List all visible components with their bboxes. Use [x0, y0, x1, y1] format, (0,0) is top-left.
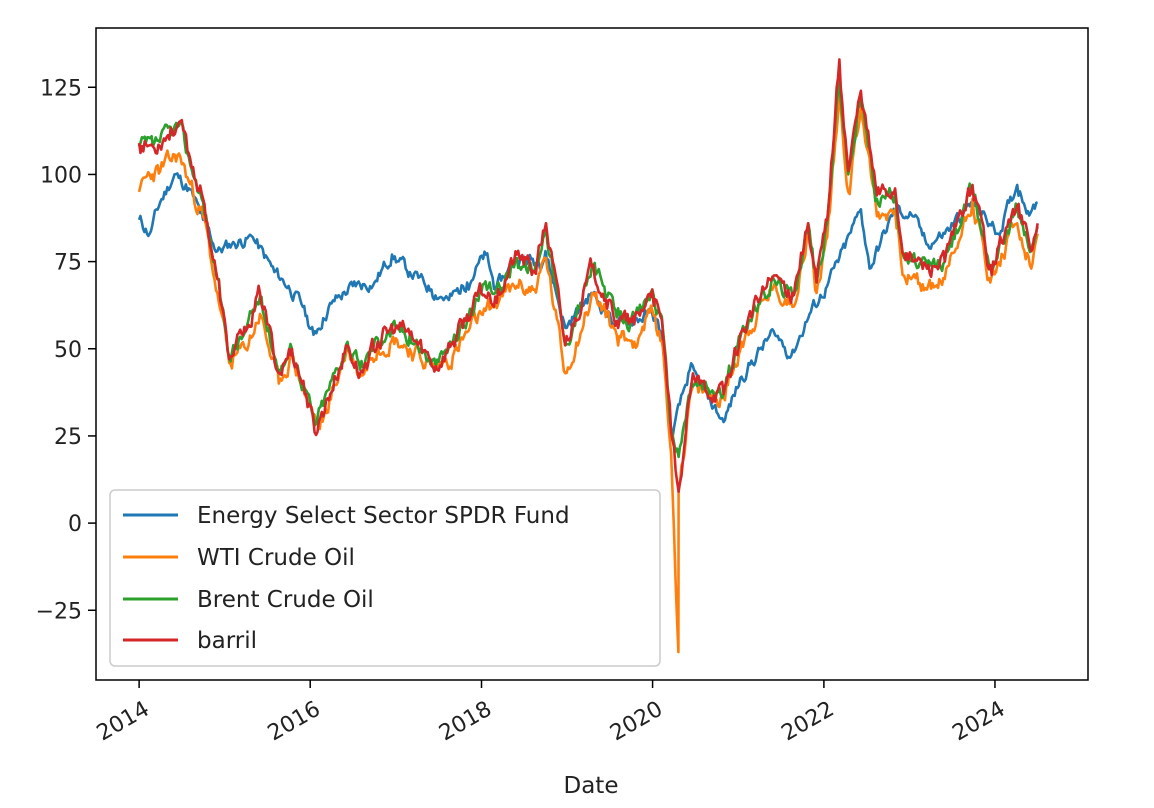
- x-tick-label-3: 2020: [606, 697, 667, 747]
- series-line-0: [137, 172, 1039, 441]
- y-tick-label-0: 125: [40, 76, 82, 101]
- y-tick-label-5: 0: [68, 512, 82, 537]
- series-layer: [137, 58, 1039, 654]
- y-tick-label-2: 75: [54, 251, 82, 276]
- y-tick-label-1: 100: [40, 163, 82, 188]
- x-tick-label-4: 2022: [777, 697, 838, 747]
- x-tick-label-1: 2016: [264, 697, 325, 747]
- x-axis: 2014 2016 2018 2020 2022 2024: [93, 680, 1010, 746]
- plot-frame: [95, 27, 1089, 681]
- legend: Energy Select Sector SPDR Fund WTI Crude…: [109, 489, 661, 667]
- series-line-3: [137, 58, 1039, 493]
- y-tick-label-4: 25: [54, 425, 82, 450]
- legend-label-energy: Energy Select Sector SPDR Fund: [197, 503, 570, 529]
- legend-label-wti: WTI Crude Oil: [197, 545, 355, 571]
- x-tick-label-0: 2014: [93, 697, 154, 747]
- y-tick-label-3: 50: [54, 338, 82, 363]
- x-tick-label-5: 2024: [949, 697, 1010, 747]
- y-axis: 125 100 75 50 25 0 −25: [36, 76, 96, 624]
- legend-frame: [109, 489, 661, 667]
- x-axis-label: Date: [564, 773, 619, 799]
- y-tick-label-6: −25: [36, 599, 82, 624]
- legend-label-brent: Brent Crude Oil: [197, 587, 374, 613]
- x-tick-label-2: 2018: [435, 697, 496, 747]
- legend-label-barril: barril: [197, 628, 257, 654]
